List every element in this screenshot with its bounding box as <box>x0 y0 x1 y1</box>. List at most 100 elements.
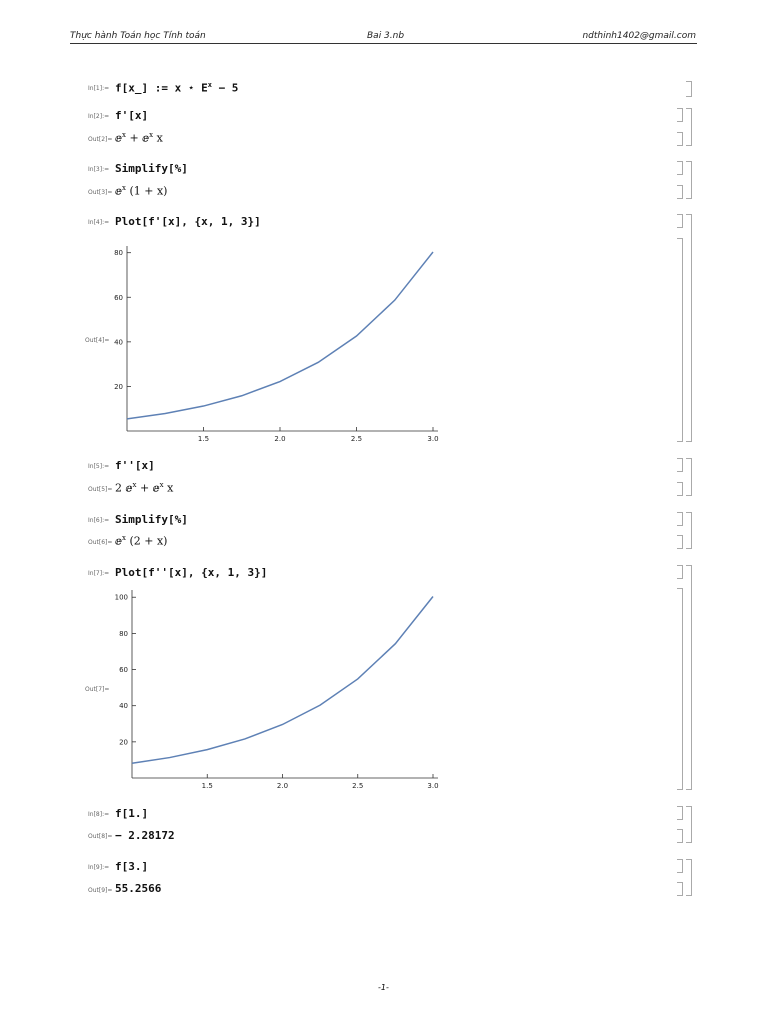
seg: 2 ⅇ <box>115 481 133 495</box>
seg: (1 + x) <box>125 184 168 198</box>
input: Plot[f''[x], {x, 1, 3}] <box>115 566 268 579</box>
x-tick-label: 1.5 <box>202 782 213 790</box>
x-tick-label: 3.0 <box>427 782 438 790</box>
seg: x <box>149 131 154 139</box>
plot: 20 40 60 80 100 1.5 2.0 2.5 3.0 <box>115 590 439 790</box>
seg: x <box>159 481 164 489</box>
cell-bracket <box>686 214 692 442</box>
cell-bracket <box>677 806 683 820</box>
x-tick-label: 1.5 <box>198 435 209 443</box>
footer: -1- <box>378 983 389 992</box>
y-tick-label: 20 <box>114 383 123 391</box>
seg: ⅇ <box>115 534 122 548</box>
out-label: Out[8]= <box>88 833 113 840</box>
out-label: Out[4]= <box>85 337 110 344</box>
seg: ⅇ <box>115 131 122 145</box>
cell-bracket <box>677 458 683 472</box>
out-label: Out[5]= <box>88 486 113 493</box>
header-center: Bai 3.nb <box>367 31 405 41</box>
y-tick-label: 20 <box>119 738 128 746</box>
output: − 2.28172 <box>115 829 175 842</box>
x-tick-label: 2.5 <box>351 435 362 443</box>
out-label: Out[7]= <box>85 686 110 693</box>
output: 2 ⅇx + ⅇx x <box>115 481 173 495</box>
header-right: ndthinh1402@gmail.com <box>582 31 696 41</box>
output: ⅇx + ⅇx x <box>115 131 163 145</box>
input: f[1.] <box>115 807 149 820</box>
input: Simplify[%] <box>115 513 188 526</box>
input: f''[x] <box>115 459 155 472</box>
seg: ⅇ <box>115 184 122 198</box>
y-tick-label: 60 <box>119 666 128 674</box>
seg: x <box>163 481 174 495</box>
out-label: Out[2]= <box>88 136 113 143</box>
cell-bracket <box>686 458 692 496</box>
input: f[3.] <box>115 860 149 873</box>
x-tick-label: 2.0 <box>277 782 288 790</box>
cell-bracket <box>677 238 683 442</box>
input: Plot[f'[x], {x, 1, 3}] <box>115 215 261 228</box>
x-tick-label: 2.5 <box>352 782 363 790</box>
y-tick-label: 40 <box>114 338 123 346</box>
cell-bracket <box>677 185 683 199</box>
cell-bracket <box>677 565 683 579</box>
cell-bracket <box>686 565 692 790</box>
seg: x <box>122 184 126 192</box>
y-tick-label: 80 <box>119 630 128 638</box>
cell-bracket <box>677 512 683 526</box>
plot: 20 40 60 80 1.5 2.0 2.5 3.0 <box>114 246 439 443</box>
out-label: Out[6]= <box>88 539 113 546</box>
input: Simplify[%] <box>115 162 188 175</box>
in-label: In[9]:= <box>88 864 110 871</box>
output: ⅇx (1 + x) <box>115 184 167 198</box>
in-label: In[8]:= <box>88 811 110 818</box>
in-label: In[6]:= <box>88 517 110 524</box>
seg: + ⅇ <box>125 131 150 145</box>
out-label: Out[9]= <box>88 887 113 894</box>
seg: − 5 <box>211 81 239 95</box>
cell-bracket <box>677 108 683 122</box>
header-rule <box>70 43 697 44</box>
input: f[x_] := x ⋆ Ex − 5 <box>115 81 238 95</box>
x-tick-label: 2.0 <box>274 435 285 443</box>
cell-bracket <box>686 859 692 896</box>
seg: x <box>132 481 137 489</box>
y-tick-label: 40 <box>119 702 128 710</box>
seg: + ⅇ <box>136 481 160 495</box>
y-tick-label: 100 <box>115 594 128 602</box>
seg: x <box>122 534 126 542</box>
cell-bracket <box>677 161 683 175</box>
in-label: In[1]:= <box>88 85 110 92</box>
in-label: In[7]:= <box>88 570 110 577</box>
cell-bracket <box>686 108 692 146</box>
output: 55.2566 <box>115 882 162 895</box>
cell-bracket <box>686 161 692 199</box>
in-label: In[4]:= <box>88 219 110 226</box>
cell-bracket <box>686 81 692 97</box>
cell-bracket <box>677 482 683 496</box>
y-tick-label: 60 <box>114 294 123 302</box>
output: ⅇx (2 + x) <box>115 534 167 548</box>
in-label: In[5]:= <box>88 463 110 470</box>
cell-bracket <box>677 859 683 873</box>
out-label: Out[3]= <box>88 189 113 196</box>
seg: x <box>153 131 163 145</box>
curve <box>131 596 434 765</box>
in-label: In[3]:= <box>88 166 110 173</box>
cell-bracket <box>677 882 683 896</box>
cell-bracket <box>677 588 683 790</box>
cell-bracket <box>677 535 683 549</box>
curve <box>126 251 434 420</box>
cell-bracket <box>686 512 692 549</box>
input: f'[x] <box>115 109 149 122</box>
seg: x <box>207 81 212 89</box>
seg: x <box>122 131 126 139</box>
seg: (2 + x) <box>125 534 168 548</box>
header-left: Thực hành Toán học Tính toán <box>70 31 206 41</box>
y-tick-label: 80 <box>114 249 123 257</box>
cell-bracket <box>677 132 683 146</box>
x-tick-label: 3.0 <box>427 435 438 443</box>
seg: f[x_] := x ⋆ E <box>115 81 208 95</box>
cell-bracket <box>677 829 683 843</box>
